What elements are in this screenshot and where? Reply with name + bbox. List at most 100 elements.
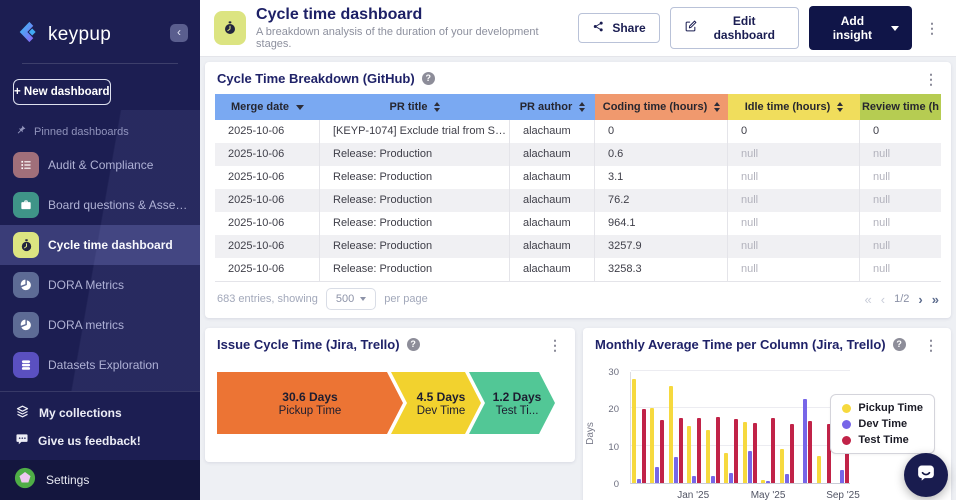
sidebar-link-label: Give us feedback!	[38, 433, 141, 448]
table-row[interactable]: 2025-10-06 [KEYP-1074] Exclude trial from…	[215, 120, 941, 143]
sidebar-item-label: DORA Metrics	[48, 278, 125, 292]
bar-group	[761, 417, 776, 483]
dashboard-content: Cycle Time Breakdown (GitHub) ? ⋮ Merge …	[200, 57, 956, 500]
column-header-label: Merge date	[230, 101, 290, 113]
table-cell: 3.1	[595, 166, 728, 189]
bar-dev-time	[784, 474, 789, 483]
sidebar-item-board-questions-assessm[interactable]: Board questions & Assessm...	[0, 185, 200, 225]
pie-icon	[13, 312, 39, 338]
issue-cycle-time-card: Issue Cycle Time (Jira, Trello) ? ⋮ 30.6…	[205, 328, 575, 462]
bar-group	[724, 418, 739, 483]
sidebar-link-my-collections[interactable]: My collections	[0, 399, 200, 427]
table-cell: null	[873, 263, 891, 275]
table-cell: 2025-10-06	[215, 212, 320, 235]
per-page-select[interactable]: 500	[325, 288, 377, 310]
help-icon[interactable]: ?	[421, 72, 435, 85]
bar-dev-time	[655, 467, 660, 483]
table-cell: null	[873, 171, 891, 183]
sidebar-item-dora-metrics[interactable]: DORA Metrics	[0, 265, 200, 305]
settings-button[interactable]: Settings	[0, 460, 200, 500]
table-row[interactable]: 2025-10-06 Release: Production alachaum 325…	[215, 235, 941, 258]
main-area: Cycle time dashboard A breakdown analysi…	[200, 0, 956, 500]
add-insight-button[interactable]: Add insight	[808, 6, 912, 50]
pin-icon	[15, 124, 27, 139]
y-axis-tick: 30	[608, 367, 619, 378]
sidebar-link-give-us-feedback[interactable]: Give us feedback!	[0, 427, 200, 454]
table-cell: null	[728, 143, 860, 166]
bar-pickup-time	[742, 421, 747, 483]
next-page-button[interactable]: ›	[918, 291, 923, 307]
bar-test-time	[642, 409, 646, 483]
table-cell: null	[728, 166, 860, 189]
legend-dot	[842, 403, 852, 413]
entries-count: 683 entries, showing	[217, 293, 318, 305]
help-icon[interactable]: ?	[406, 338, 420, 351]
card-kebab-menu-icon[interactable]: ⋮	[548, 336, 562, 353]
cycle-funnel: 30.6 Days Pickup Time 4.5 Days Dev Time 1.2 …	[217, 372, 575, 434]
column-header-label: Idle time (hours)	[744, 101, 831, 113]
stopwatch-icon	[13, 232, 39, 258]
prev-page-button[interactable]: ‹	[880, 291, 886, 307]
column-header[interactable]: Merge date	[215, 94, 320, 120]
table-cell: 2025-10-06	[215, 189, 320, 212]
last-page-button[interactable]: »	[931, 291, 939, 307]
sidebar-item-audit-compliance[interactable]: Audit & Compliance	[0, 145, 200, 185]
bar-dev-time	[637, 479, 641, 483]
table-cell: Release: Production	[320, 166, 510, 189]
help-icon[interactable]: ?	[892, 338, 906, 351]
column-header[interactable]: PR author	[510, 94, 595, 120]
chat-icon	[15, 432, 29, 449]
table-body: 2025-10-06 [KEYP-1074] Exclude trial from…	[215, 120, 941, 282]
column-header[interactable]: Coding time (hours)	[595, 94, 728, 120]
avatar	[14, 467, 36, 494]
stage-label: Test Ti...	[495, 404, 539, 417]
table-row[interactable]: 2025-10-06 Release: Production alachaum 76.…	[215, 189, 941, 212]
gridline	[631, 407, 850, 409]
bar-group	[650, 407, 665, 483]
sort-icon	[434, 102, 441, 112]
table-row[interactable]: 2025-10-06 Release: Production alachaum 3.1…	[215, 166, 941, 189]
chat-launcher-button[interactable]	[904, 453, 948, 497]
first-page-button[interactable]: «	[864, 291, 872, 307]
share-button[interactable]: Share	[578, 13, 660, 43]
card-title: Monthly Average Time per Column (Jira, T…	[595, 337, 886, 352]
header-kebab-menu-icon[interactable]: ⋮	[925, 20, 939, 36]
card-kebab-menu-icon[interactable]: ⋮	[924, 336, 938, 353]
new-dashboard-button[interactable]: + New dashboard	[13, 79, 111, 105]
table-cell: Release: Production	[320, 189, 510, 212]
pagination: « ‹ 1/2 › »	[865, 292, 939, 307]
page-subtitle: A breakdown analysis of the duration of …	[256, 26, 539, 50]
table-row[interactable]: 2025-10-06 Release: Production alachaum 964…	[215, 212, 941, 235]
table-cell: alachaum	[510, 143, 595, 166]
edit-dashboard-button[interactable]: Edit dashboard	[669, 7, 799, 49]
table-row[interactable]: 2025-10-06 Release: Production alachaum 325…	[215, 258, 941, 281]
chart-legend: Pickup Time Dev Time Test Time	[830, 394, 935, 454]
column-header[interactable]: Idle time (hours)	[728, 94, 860, 120]
share-icon	[592, 20, 605, 36]
table-cell: Release: Production	[320, 143, 510, 166]
bar-test-time	[697, 418, 702, 483]
funnel-stage-test-ti: 1.2 Days Test Ti...	[469, 372, 555, 434]
column-header-label: Review time (h	[861, 101, 940, 113]
sidebar: keypup ‹ + New dashboard Pinned dashboar…	[0, 0, 200, 500]
bar-group	[705, 416, 720, 483]
table-row[interactable]: 2025-10-06 Release: Production alachaum 0.6…	[215, 143, 941, 166]
table-cell: 0	[595, 120, 728, 143]
gridline	[631, 444, 850, 446]
bar-pickup-time	[761, 480, 766, 483]
title-block: Cycle time dashboard A breakdown analysi…	[256, 6, 558, 50]
table-cell: 0.6	[595, 143, 728, 166]
column-header[interactable]: Review time (h	[860, 94, 941, 120]
sidebar-item-dora-metrics[interactable]: DORA metrics	[0, 305, 200, 345]
sidebar-item-cycle-time-dashboard[interactable]: Cycle time dashboard	[0, 225, 200, 265]
column-header[interactable]: PR title	[320, 94, 510, 120]
sidebar-item-label: DORA metrics	[48, 318, 125, 332]
bar-dev-time	[673, 456, 678, 483]
funnel-stage-pickup-time: 30.6 Days Pickup Time	[217, 372, 403, 434]
pinned-dashboards-list: Audit & Compliance Board questions & Asse…	[0, 145, 200, 425]
sidebar-collapse-button[interactable]: ‹	[170, 24, 188, 42]
bar-test-time	[678, 418, 683, 483]
stage-value: 1.2 Days	[492, 389, 542, 404]
card-kebab-menu-icon[interactable]: ⋮	[924, 70, 938, 87]
sidebar-item-datasets-exploration[interactable]: Datasets Exploration	[0, 345, 200, 385]
